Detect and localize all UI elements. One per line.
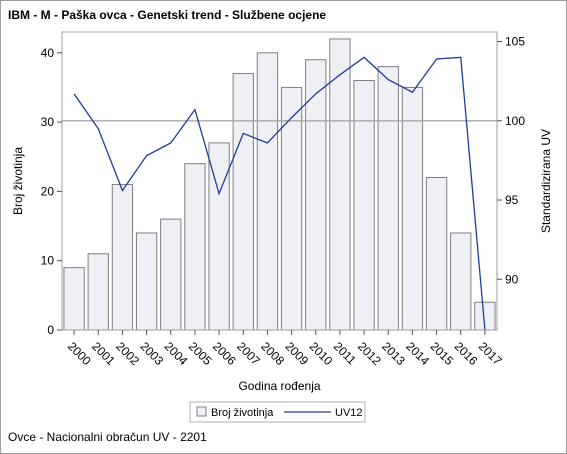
x-tick-label-2015: 2015 <box>427 339 456 368</box>
legend: Broj životinja UV12 <box>189 401 366 423</box>
x-tick-label-2000: 2000 <box>65 339 94 368</box>
x-tick-label-2014: 2014 <box>403 339 432 368</box>
legend-box <box>189 401 366 423</box>
y2-tick-label-105: 105 <box>505 35 525 49</box>
bar-2015 <box>425 177 448 331</box>
bar-2013 <box>377 66 399 331</box>
bar-2008 <box>256 52 279 331</box>
bar-2012 <box>353 80 375 331</box>
bars-layer <box>63 38 496 331</box>
x-axis-label: Godina rođenja <box>238 379 320 393</box>
bar-2009 <box>280 86 303 331</box>
chart-footnote: Ovce - Nacionalni obračun UV - 2201 <box>8 430 207 444</box>
bar-2011 <box>329 38 351 331</box>
bar-2003 <box>135 232 158 331</box>
x-tick-label-2013: 2013 <box>379 339 408 368</box>
x-tick-label-2010: 2010 <box>307 339 336 368</box>
x-tick-label-2011: 2011 <box>331 339 359 367</box>
y-tick-label-20: 20 <box>41 184 55 198</box>
plot-border <box>61 31 498 331</box>
chart-title: IBM - M - Paška ovca - Genetski trend - … <box>8 8 327 22</box>
bar-2000 <box>63 267 85 331</box>
x-tick-label-2003: 2003 <box>137 339 166 368</box>
y2-axis-label: Standardizirana UV <box>539 129 553 233</box>
bar-2016 <box>450 232 472 331</box>
bar-2005 <box>184 163 206 331</box>
x-tick-label-2012: 2012 <box>355 339 384 368</box>
bar-2004 <box>160 218 182 331</box>
bar-2007 <box>232 73 254 331</box>
y-tick-label-40: 40 <box>41 46 55 60</box>
legend-swatch-bars <box>196 406 207 417</box>
x-tick-label-2005: 2005 <box>186 339 215 368</box>
x-tick-label-2008: 2008 <box>258 339 287 368</box>
x-tick-label-2001: 2001 <box>89 339 118 368</box>
x-tick-label-2016: 2016 <box>452 339 481 368</box>
x-tick-label-2007: 2007 <box>234 339 263 368</box>
y-tick-label-10: 10 <box>41 254 55 268</box>
y-axis-label: Broj životinja <box>11 147 25 215</box>
legend-label-line: UV12 <box>335 407 363 419</box>
y-tick-label-0: 0 <box>47 323 54 337</box>
x-tick-label-2009: 2009 <box>282 339 311 368</box>
legend-label-bars: Broj životinja <box>211 407 274 419</box>
x-tick-label-2004: 2004 <box>162 339 191 368</box>
bar-2002 <box>111 183 134 331</box>
y-tick-label-30: 30 <box>41 115 55 129</box>
bar-2014 <box>401 86 424 331</box>
y2-tick-label-100: 100 <box>505 114 525 128</box>
x-tick-label-2017: 2017 <box>476 339 505 368</box>
line-layer <box>73 56 486 331</box>
x-tick-label-2006: 2006 <box>210 339 239 368</box>
y2-tick-label-95: 95 <box>505 193 519 207</box>
bar-2001 <box>87 253 109 331</box>
x-tick-label-2002: 2002 <box>113 339 142 368</box>
series-line-uv12 <box>73 56 486 331</box>
y2-tick-label-90: 90 <box>505 272 519 286</box>
